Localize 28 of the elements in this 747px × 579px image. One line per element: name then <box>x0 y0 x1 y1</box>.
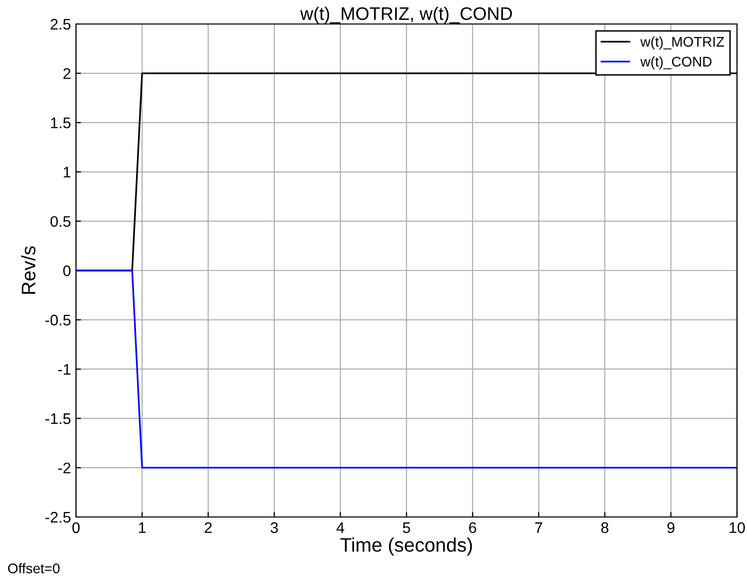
x-tick-label: 0 <box>72 522 80 534</box>
legend-label: w(t)_MOTRIZ <box>640 36 724 50</box>
y-tick-label: -1 <box>58 364 70 375</box>
y-axis-title: Rev/s <box>21 246 36 294</box>
x-tick-label: 6 <box>469 522 476 534</box>
legend-label: w(t)_COND <box>640 56 712 70</box>
y-tick-label: 1 <box>64 166 70 178</box>
chart-title: w(t)_MOTRIZ, w(t)_COND <box>300 6 512 24</box>
y-tick-label: 0 <box>63 265 71 276</box>
x-tick-label: 2 <box>204 522 212 533</box>
text: Offset=0 <box>8 563 60 574</box>
x-tick-label: 9 <box>667 522 674 534</box>
y-tick-label: 2.5 <box>50 18 70 30</box>
y-tick-label: -1.5 <box>45 413 70 424</box>
y-tick-label: 1.5 <box>51 118 70 128</box>
x-tick-label: 4 <box>336 522 344 533</box>
x-tick-label: 1 <box>139 522 146 533</box>
x-axis-title: Time (seconds) <box>340 537 472 556</box>
y-tick-label: -2.5 <box>45 512 70 523</box>
y-tick-label: 0.5 <box>50 216 70 227</box>
x-tick-label: 3 <box>270 522 278 534</box>
y-tick-label: 2 <box>63 68 70 79</box>
x-tick-label: 5 <box>402 522 410 534</box>
x-tick-label: 7 <box>535 522 542 533</box>
y-tick-label: -0.5 <box>45 314 70 326</box>
x-tick-label: 10 <box>730 522 745 534</box>
x-tick-label: 8 <box>601 522 608 534</box>
y-tick-label: -2 <box>58 462 70 474</box>
